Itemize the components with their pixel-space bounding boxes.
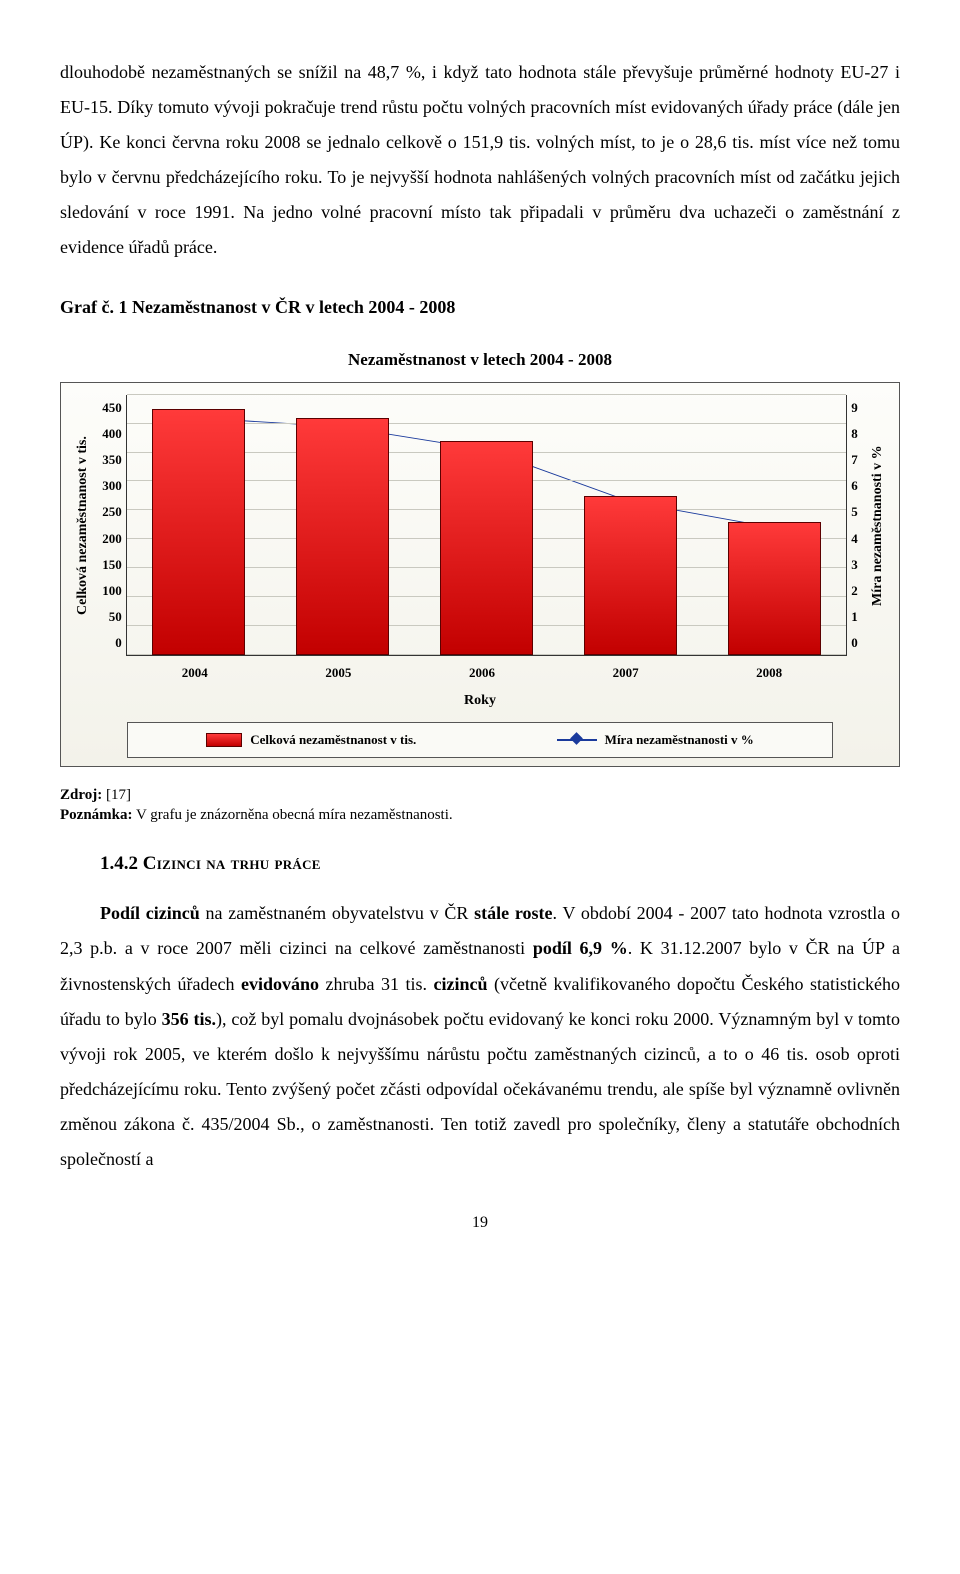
chart-title: Nezaměstnanost v letech 2004 - 2008 xyxy=(60,343,900,376)
unemployment-chart: Nezaměstnanost v letech 2004 - 2008 Celk… xyxy=(60,343,900,767)
x-label: 2004 xyxy=(123,656,267,685)
page-number: 19 xyxy=(60,1207,900,1238)
source-ref: [17] xyxy=(106,787,131,803)
body-paragraph-2: Podíl cizinců na zaměstnaném obyvatelstv… xyxy=(60,896,900,1177)
bar-2007 xyxy=(584,496,678,655)
x-label: 2007 xyxy=(554,656,698,685)
p2-b5: cizinců xyxy=(434,974,488,994)
p2-t6: ), což byl pomalu dvojnásobek počtu evid… xyxy=(60,1009,900,1169)
x-axis-title: Roky xyxy=(67,687,893,714)
p2-b6: 356 tis. xyxy=(162,1009,216,1029)
p2-t4: zhruba 31 tis. xyxy=(319,974,434,994)
bar-swatch-icon xyxy=(206,733,242,747)
legend-bar: Celková nezaměstnanost v tis. xyxy=(206,727,416,752)
p2-b2: stále roste xyxy=(474,903,552,923)
x-axis-labels: 20042005200620072008 xyxy=(123,656,841,685)
note-label: Poznámka: xyxy=(60,807,133,823)
section-number: 1.4.2 xyxy=(100,853,138,874)
bar-2004 xyxy=(152,409,246,655)
chart-source: Zdroj: [17] Poznámka: V grafu je znázorn… xyxy=(60,785,900,826)
legend-line: Míra nezaměstnanosti v % xyxy=(557,727,754,752)
legend-line-label: Míra nezaměstnanosti v % xyxy=(605,727,754,752)
y-axis-left-label: Celková nezaměstnanost v tis. xyxy=(67,395,98,656)
section-name: Cizinci na trhu práce xyxy=(143,853,321,874)
p2-b4: evidováno xyxy=(241,974,319,994)
body-paragraph-1: dlouhodobě nezaměstnaných se snížil na 4… xyxy=(60,55,900,266)
line-swatch-icon xyxy=(557,734,597,746)
source-label: Zdroj: xyxy=(60,787,102,803)
x-label: 2005 xyxy=(267,656,411,685)
bar-2008 xyxy=(728,522,822,655)
legend-bar-label: Celková nezaměstnanost v tis. xyxy=(250,727,416,752)
chart-caption: Graf č. 1 Nezaměstnanost v ČR v letech 2… xyxy=(60,290,900,325)
x-label: 2006 xyxy=(410,656,554,685)
y-axis-right-label: Míra nezaměstnanosti v % xyxy=(862,395,893,656)
x-label: 2008 xyxy=(697,656,841,685)
section-heading: 1.4.2 Cizinci na trhu práce xyxy=(100,845,900,882)
note-text: V grafu je znázorněna obecná míra nezamě… xyxy=(136,807,453,823)
y-axis-left-ticks: 450400350300250200150100500 xyxy=(98,395,126,656)
y-axis-right-ticks: 9876543210 xyxy=(847,395,862,656)
p2-b3: podíl 6,9 % xyxy=(533,938,628,958)
chart-legend: Celková nezaměstnanost v tis. Míra nezam… xyxy=(127,722,833,757)
chart-plot-area xyxy=(126,395,847,656)
bar-2005 xyxy=(296,418,390,655)
chart-box: Celková nezaměstnanost v tis. 4504003503… xyxy=(60,382,900,767)
bar-2006 xyxy=(440,441,534,655)
p2-b1: Podíl cizinců xyxy=(100,903,200,923)
p2-t1: na zaměstnaném obyvatelstvu v ČR xyxy=(200,903,474,923)
